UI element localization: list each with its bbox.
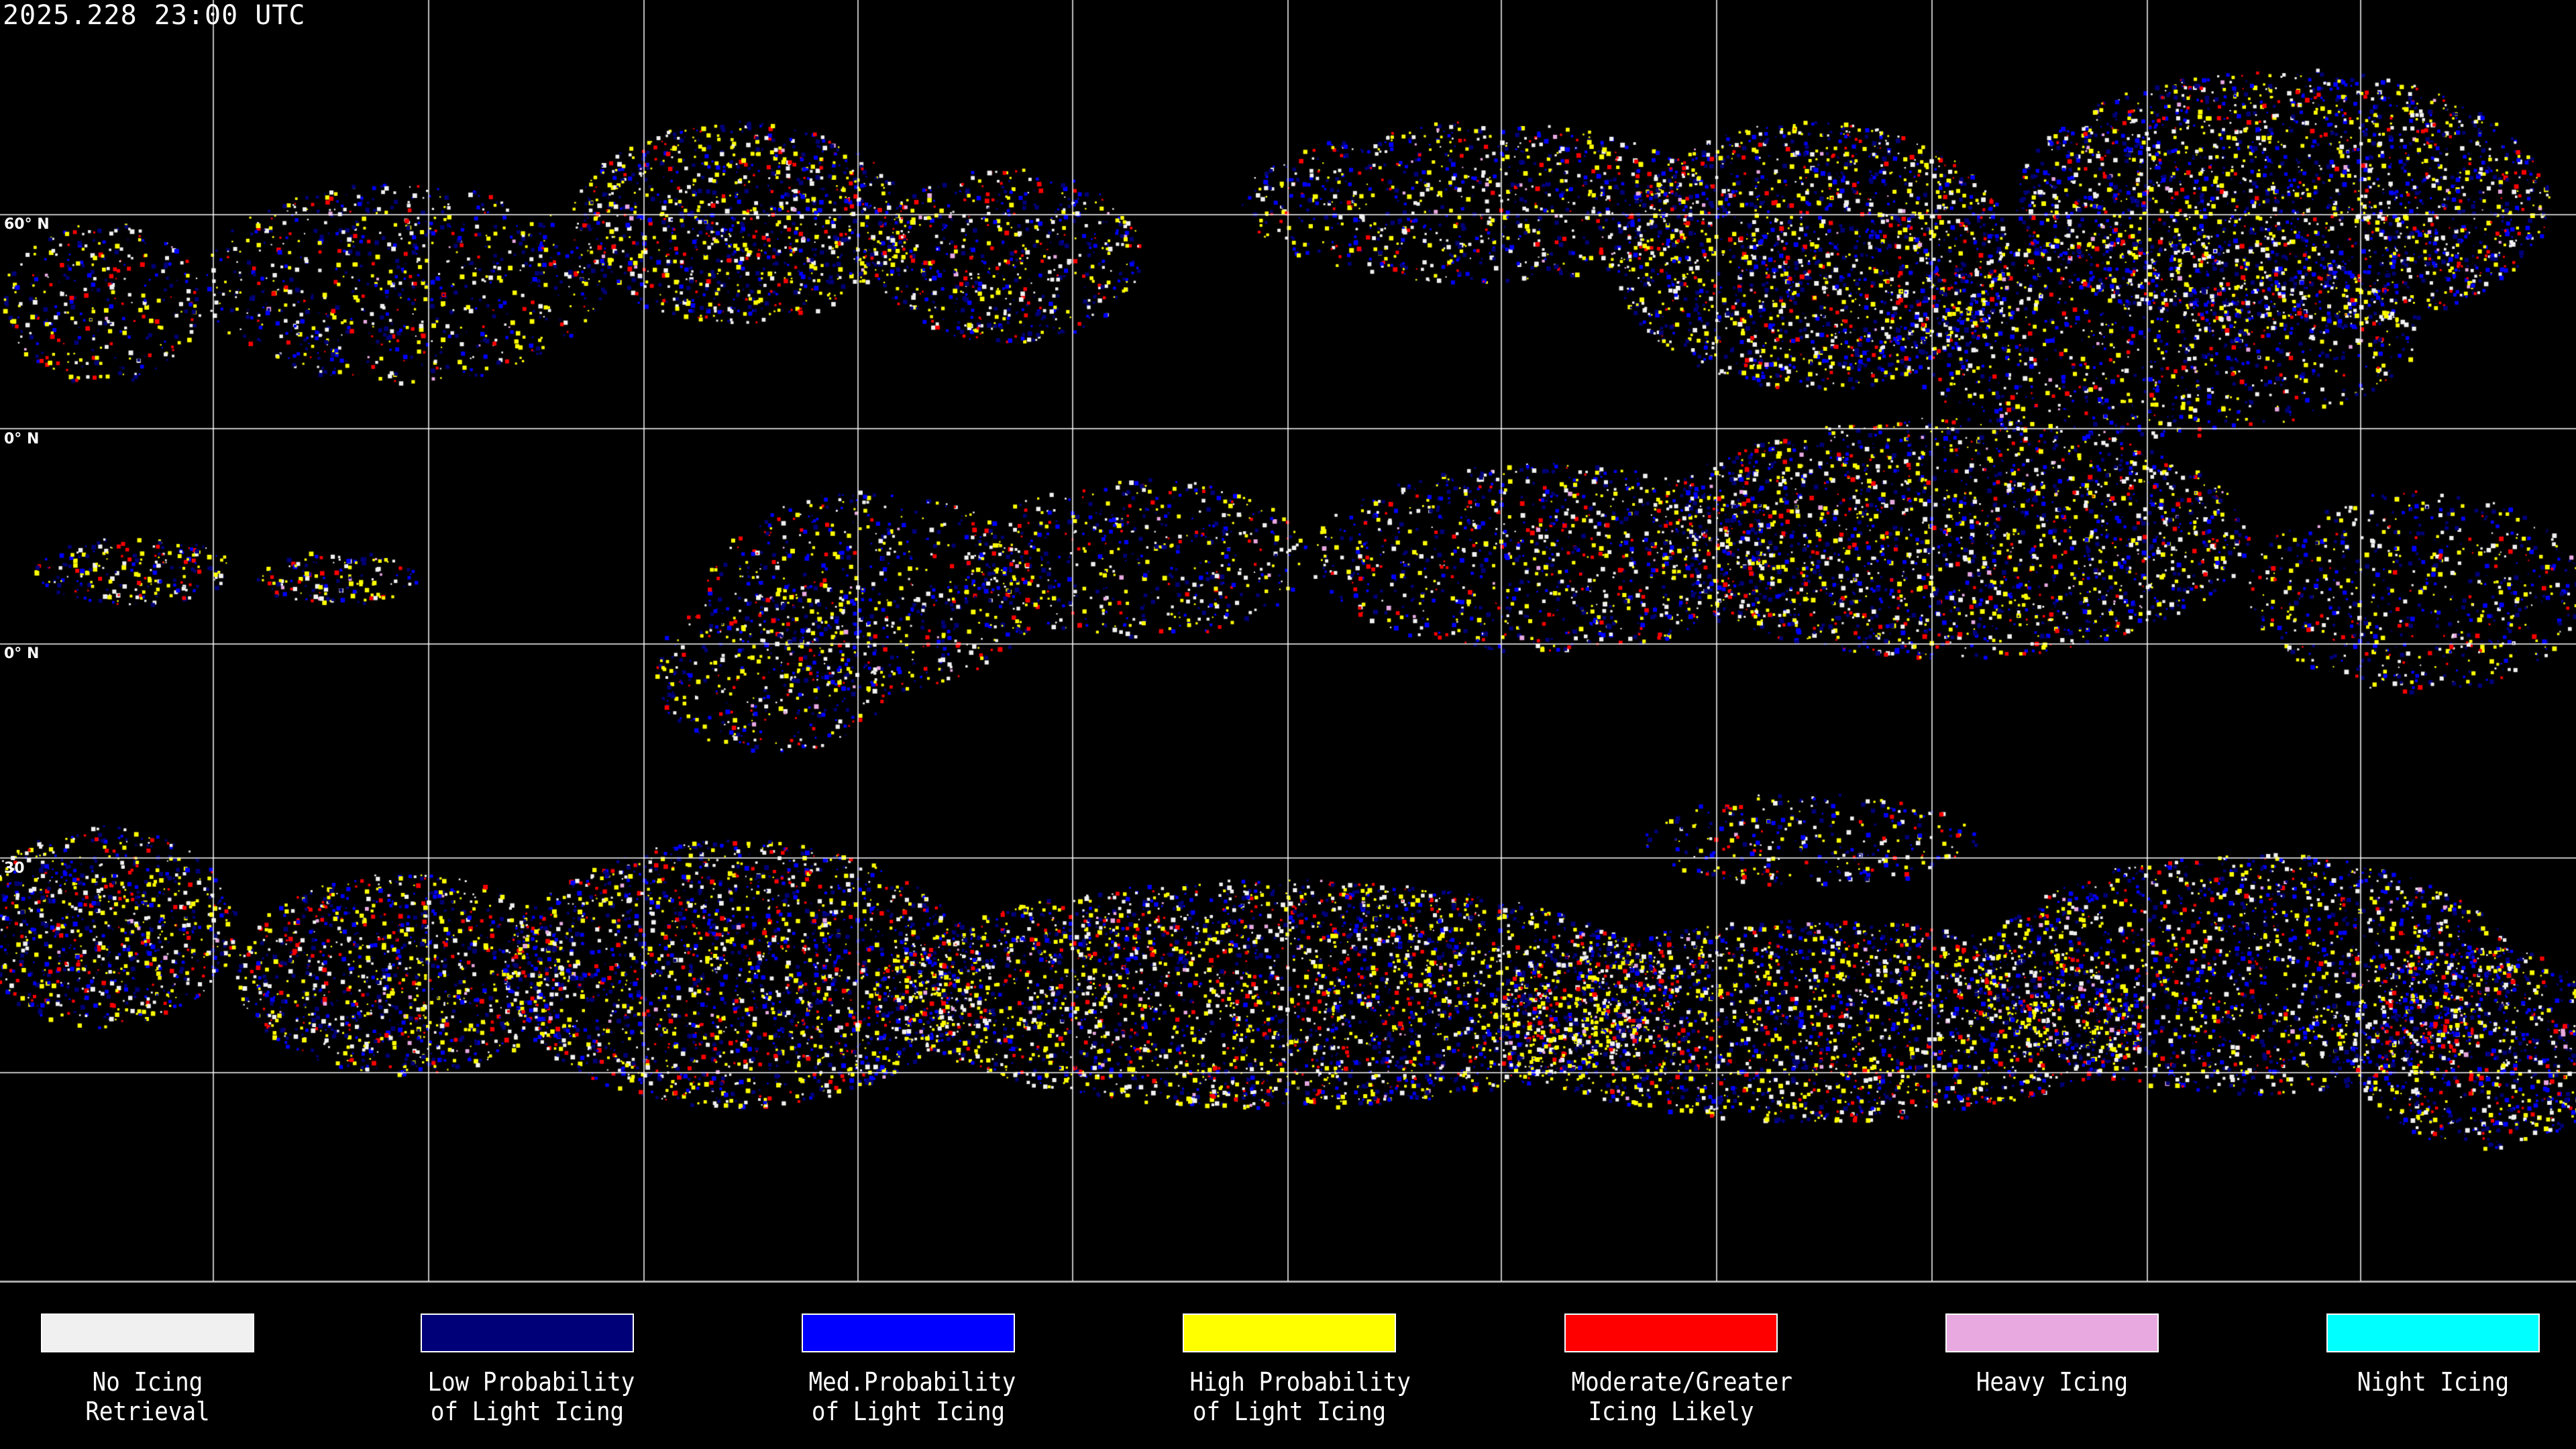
legend-item-low-probability: Low Probability of Light Icing [417,1313,638,1426]
icing-map-canvas [0,0,2576,1281]
legend-label: Night Icing [2357,1367,2510,1397]
legend-swatch [421,1313,634,1352]
legend-swatch [1183,1313,1396,1352]
legend-item-moderate-greater: Moderate/Greater Icing Likely [1560,1313,1792,1426]
legend-swatch [2326,1313,2540,1352]
timestamp-title: 2025.228 23:00 UTC [3,0,306,31]
legend-item-heavy-icing: Heavy Icing [1941,1313,2163,1397]
legend-label: Low Probability of Light Icing [427,1367,635,1426]
legend-swatch [1564,1313,1778,1352]
legend-item-night-icing: Night Icing [2322,1313,2544,1397]
lat-label-30n: 0° N [4,431,40,447]
lat-label-60n: 60° N [4,216,50,233]
legend-label: Med.Probability of Light Icing [808,1367,1016,1426]
legend-swatch [41,1313,254,1352]
legend-item-high-probability: High Probability of Light Icing [1179,1313,1411,1426]
icing-map: 2025.228 23:00 UTC 60° N 0° N 0° N 30 [0,0,2576,1283]
legend-label: No Icing Retrieval [85,1367,210,1426]
legend-swatch [1945,1313,2159,1352]
legend-label: Heavy Icing [1976,1367,2129,1397]
lat-label-0n: 0° N [4,645,40,662]
legend-label: High Probability of Light Icing [1189,1367,1411,1426]
legend-label: Moderate/Greater Icing Likely [1571,1367,1792,1426]
legend-item-med-probability: Med.Probability of Light Icing [798,1313,1019,1426]
lat-label-30s: 30 [4,860,25,877]
legend-swatch [802,1313,1015,1352]
legend-item-no-icing: No Icing Retrieval [37,1313,258,1426]
